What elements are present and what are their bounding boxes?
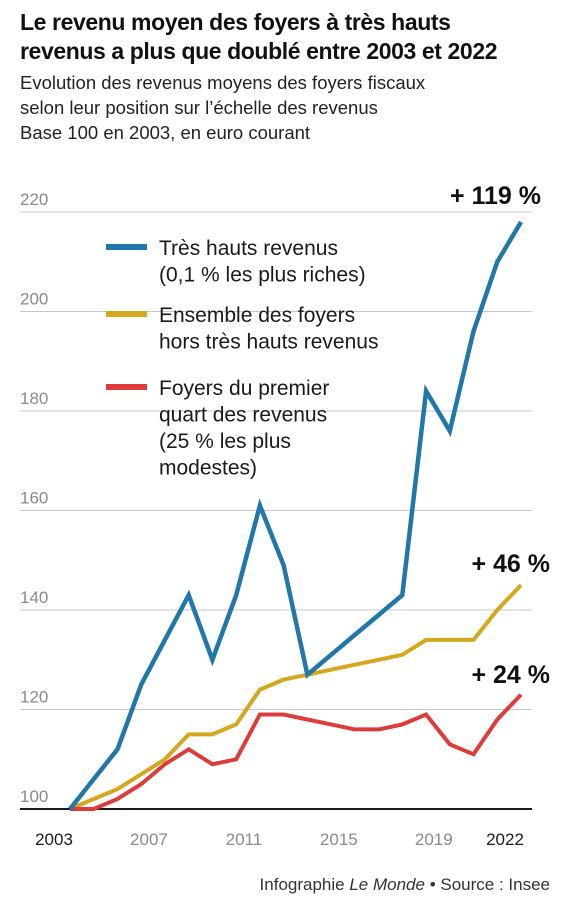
x-tick-label-2007: 2007 (130, 830, 168, 849)
y-tick-label-160: 160 (20, 489, 48, 508)
series-line-2 (70, 693, 523, 811)
end-label-1: + 46 % (471, 550, 550, 578)
x-tick-label-2003: 2003 (35, 830, 73, 849)
grid-lines (20, 211, 532, 810)
x-axis-ticks: 2003 2007 2011 2015 2019 2022 (35, 830, 524, 849)
legend-label-2-line-3: modestes) (159, 457, 257, 480)
x-tick-label-2022: 2022 (486, 830, 524, 849)
x-tick-label-2019: 2019 (415, 830, 453, 849)
footer-prefix: Infographie (259, 875, 350, 894)
legend-label-2-line-2: (25 % les plus (159, 430, 291, 453)
y-tick-label-220: 220 (20, 190, 48, 209)
subtitle-line-2: selon leur position sur l’échelle des re… (20, 97, 378, 118)
y-tick-label-120: 120 (20, 688, 48, 707)
chart-header: Le revenu moyen des foyers à très hauts … (20, 8, 560, 145)
x-tick-label-2015: 2015 (320, 830, 358, 849)
series-line-0 (68, 220, 523, 811)
subtitle-line-3: Base 100 en 2003, en euro courant (20, 122, 311, 143)
chart-footer: Infographie Le Monde • Source : Insee (260, 875, 550, 895)
y-axis-ticks: 100 120 140 160 180 200 220 (20, 190, 48, 806)
subtitle-line-1: Evolution des revenus moyens des foyers … (20, 72, 426, 93)
series-line-1 (69, 583, 523, 811)
y-tick-label-140: 140 (20, 588, 48, 607)
title-line-1: Le revenu moyen des foyers à très hauts (20, 9, 451, 35)
footer-publication: Le Monde (349, 875, 425, 894)
legend-label-0-line-1: (0,1 % les plus riches) (159, 264, 366, 287)
chart-subtitle: Evolution des revenus moyens des foyers … (20, 70, 560, 145)
legend: Très hauts revenus (0,1 % les plus riches… (106, 237, 378, 480)
y-tick-label-200: 200 (20, 290, 48, 309)
legend-label-1-line-0: Ensemble des foyers (159, 304, 355, 327)
series-lines (68, 220, 523, 811)
chart-title: Le revenu moyen des foyers à très hauts … (20, 8, 560, 66)
end-labels: + 119 % + 46 % + 24 % (450, 182, 550, 689)
legend-label-2-line-1: quart des revenus (159, 404, 327, 427)
y-tick-label-180: 180 (20, 389, 48, 408)
title-line-2: revenus a plus que doublé entre 2003 et … (20, 38, 498, 64)
x-tick-label-2011: 2011 (226, 830, 263, 849)
end-label-2: + 24 % (471, 661, 550, 689)
legend-label-1-line-1: hors très hauts revenus (159, 331, 378, 354)
footer-source: Source : Insee (440, 875, 550, 894)
legend-label-2-line-0: Foyers du premier (159, 377, 329, 400)
y-tick-label-100: 100 (20, 787, 48, 806)
legend-label-0-line-0: Très hauts revenus (159, 237, 338, 260)
footer-separator: • (424, 875, 441, 894)
end-label-0: + 119 % (450, 182, 541, 210)
